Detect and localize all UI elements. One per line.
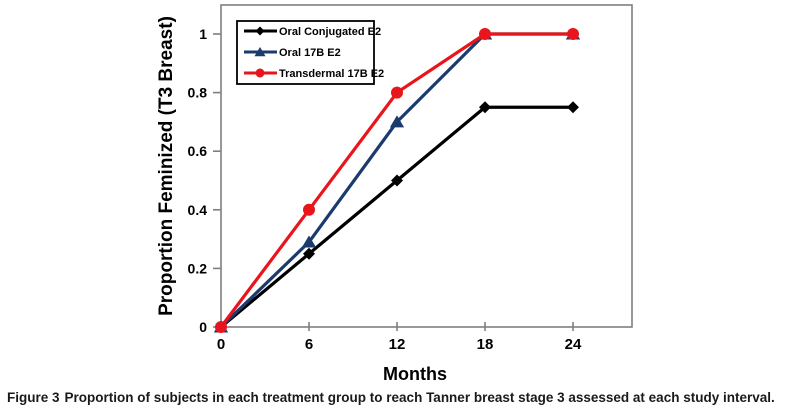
data-point-marker [479,28,491,40]
figure-caption-text: Proportion of subjects in each treatment… [64,390,775,405]
y-tick-label: 0.6 [188,143,208,159]
data-point-marker [301,235,317,248]
x-tick-label: 6 [305,336,313,353]
legend-label: Oral 17B E2 [279,47,341,59]
data-point-marker [567,28,579,40]
chart-plot-area: 0 0.2 0.4 0.6 0.8 1 0 6 12 18 24 Oral Conjugated E2… [188,4,633,353]
series-line [219,105,575,329]
y-tick-label: 0 [199,319,207,335]
x-tick-label: 0 [217,336,225,353]
legend-marker [255,68,265,78]
x-tick-label: 18 [477,336,494,353]
legend-marker [255,26,265,36]
data-point-marker [391,86,403,99]
data-point-marker [479,101,491,114]
data-point-marker [303,203,315,216]
legend-marker [254,47,266,57]
data-point-marker [215,321,227,333]
y-tick-label: 0.8 [188,85,208,101]
data-point-marker [389,115,405,128]
y-axis-title: Proportion Feminized (T3 Breast) [156,16,177,316]
data-point-marker [391,174,403,187]
legend-label: Oral Conjugated E2 [279,26,381,38]
figure-caption-label: Figure 3 [7,390,60,405]
x-axis-title: Months [383,364,447,384]
y-tick-label: 0.4 [188,202,208,218]
x-tick-label: 12 [389,336,406,353]
data-point-marker [567,101,579,114]
legend-label: Transdermal 17B E2 [279,68,384,80]
legend-item: Oral 17B E2 [244,47,341,59]
plot-border [220,4,633,328]
x-tick-label: 24 [565,336,582,353]
series-diamond [215,101,579,333]
y-tick-label: 1 [199,26,207,42]
legend-item: Oral Conjugated E2 [244,26,381,38]
legend: Oral Conjugated E2 Oral 17B E2 Transdermal… [236,20,384,85]
line-chart: 0 0.2 0.4 0.6 0.8 1 0 6 12 18 24 Oral Conjugated E2… [156,4,633,384]
legend-item: Transdermal 17B E2 [244,68,384,80]
series-circle [215,28,579,333]
figure-caption: Figure 3 Proportion of subjects in each t… [7,389,787,407]
y-tick-label: 0.2 [188,260,208,276]
data-point-marker [303,247,315,260]
